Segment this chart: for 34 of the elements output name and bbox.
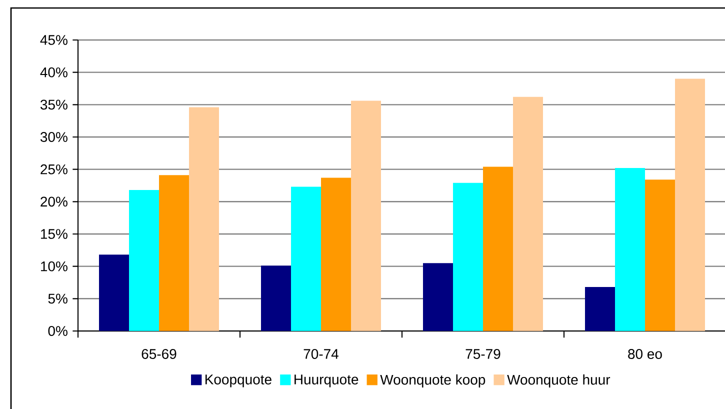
y-tick-label: 20% bbox=[40, 196, 68, 207]
bar bbox=[513, 96, 543, 331]
y-tick-label: 0% bbox=[48, 326, 68, 336]
bar bbox=[159, 175, 190, 331]
x-tick-label: 70-74 bbox=[304, 349, 338, 359]
bar bbox=[129, 190, 160, 331]
legend-label: Huurquote bbox=[294, 374, 358, 388]
bar bbox=[189, 107, 220, 331]
y-tick-label: 10% bbox=[41, 261, 68, 272]
legend-label: Woonquote koop bbox=[380, 374, 486, 388]
y-tick-label: 30% bbox=[40, 132, 68, 142]
x-tick-label: 75-79 bbox=[466, 349, 500, 359]
bar bbox=[453, 182, 483, 331]
legend-label: Woonquote huur bbox=[507, 374, 610, 388]
x-tick-label: 65-69 bbox=[142, 349, 176, 359]
y-tick-label: 35% bbox=[40, 100, 68, 110]
bar bbox=[351, 100, 381, 331]
bar bbox=[674, 78, 705, 331]
bar bbox=[99, 254, 130, 331]
y-tick-label: 15% bbox=[41, 229, 68, 239]
bar bbox=[584, 287, 615, 331]
y-tick-label: 5% bbox=[48, 294, 68, 304]
x-tick-label: 80 eo bbox=[628, 349, 662, 359]
y-tick-label: 45% bbox=[40, 35, 68, 45]
bar bbox=[423, 263, 453, 331]
bar bbox=[615, 168, 645, 331]
y-tick-label: 25% bbox=[40, 164, 68, 174]
legend-label: Koopquote bbox=[206, 374, 272, 388]
bar bbox=[483, 166, 513, 331]
bar bbox=[291, 186, 321, 331]
bar bbox=[261, 266, 292, 331]
y-tick-label: 40% bbox=[40, 67, 68, 78]
bar bbox=[645, 180, 675, 331]
bar bbox=[321, 178, 352, 331]
